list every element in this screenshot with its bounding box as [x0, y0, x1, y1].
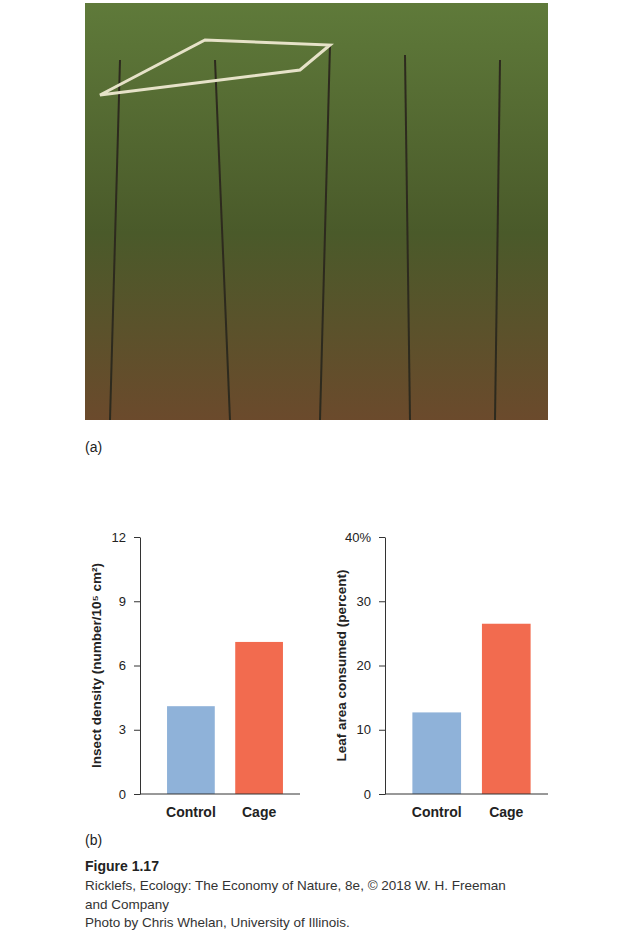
y-tick-mark: [379, 730, 385, 731]
y-tick-label: 0: [119, 787, 126, 802]
bar: [235, 642, 283, 794]
y-tick: 0: [119, 787, 140, 802]
x-axis: Control Cage: [385, 794, 548, 820]
bar: [167, 706, 215, 794]
x-axis-line: [385, 794, 548, 795]
y-tick: 6: [119, 658, 140, 673]
y-tick: 3: [119, 722, 140, 737]
y-tick-label: 20: [357, 658, 371, 673]
x-tick: Cage: [242, 804, 276, 820]
y-tick-mark: [379, 537, 385, 538]
credit: and Company: [85, 897, 169, 912]
y-tick-label: 3: [119, 722, 126, 737]
bars: [167, 642, 283, 794]
y-tick: 9: [119, 594, 140, 609]
y-tick-mark: [379, 666, 385, 667]
figure: (a) (b) Figure 1.17 Ricklefs, Ecology: The …: [0, 0, 631, 942]
y-tick: 0: [364, 787, 385, 802]
photo-detail: [405, 55, 410, 420]
y-tick-mark: [134, 666, 140, 667]
y-axis-title: Leaf area consumed (percent): [334, 569, 349, 761]
y-tick-mark: [134, 537, 140, 538]
panel-label: (a): [85, 439, 102, 455]
y-tick-label: 40%: [345, 530, 371, 545]
bar: [412, 712, 461, 794]
x-axis-line: [140, 794, 300, 795]
x-tick-label: Control: [412, 804, 462, 820]
y-tick: 20: [357, 658, 385, 673]
photo: [85, 3, 548, 420]
figure-number: Figure 1.17: [85, 858, 159, 874]
y-tick-label: 10: [357, 722, 371, 737]
y-tick: 40%: [345, 530, 385, 545]
chart: 0 3 6 9 12 Control Cage Insect density (number/…: [89, 530, 300, 820]
credit: Ricklefs, Ecology: The Economy of Nature…: [85, 878, 506, 893]
y-tick-mark: [134, 794, 140, 795]
y-axis-title: Insect density (number/10⁵ cm²): [89, 563, 104, 768]
y-tick: 10: [357, 722, 385, 737]
photo-placeholder: [85, 3, 548, 420]
x-tick-label: Cage: [242, 804, 276, 820]
photo-detail: [320, 45, 330, 420]
y-tick-mark: [134, 601, 140, 602]
photo-detail: [495, 60, 500, 420]
photo-detail: [100, 40, 330, 95]
y-axis: 0 3 6 9 12: [112, 530, 141, 802]
chart: 0 10 20 30 40% Control Cage Leaf area consumed …: [334, 530, 548, 820]
y-tick: 12: [112, 530, 140, 545]
credit: Photo by Chris Whelan, University of Ill…: [85, 915, 350, 930]
y-tick-mark: [379, 601, 385, 602]
x-tick: Control: [166, 804, 216, 820]
y-tick: 30: [357, 594, 385, 609]
y-tick-mark: [134, 730, 140, 731]
panel-label: (b): [85, 832, 102, 848]
x-tick-label: Control: [166, 804, 216, 820]
x-tick: Control: [412, 804, 462, 820]
x-tick: Cage: [489, 804, 523, 820]
y-tick-mark: [379, 794, 385, 795]
y-tick-label: 6: [119, 658, 126, 673]
bar: [482, 624, 531, 794]
photo-detail: [110, 60, 120, 420]
x-tick-label: Cage: [489, 804, 523, 820]
photo-detail: [215, 60, 230, 420]
x-axis: Control Cage: [140, 794, 300, 820]
y-tick-label: 12: [112, 530, 126, 545]
bars: [412, 624, 530, 794]
y-axis-line: [385, 538, 386, 795]
y-axis: 0 10 20 30 40%: [345, 530, 386, 802]
y-tick-label: 0: [364, 787, 371, 802]
y-axis-line: [140, 538, 141, 795]
y-tick-label: 30: [357, 594, 371, 609]
y-tick-label: 9: [119, 594, 126, 609]
